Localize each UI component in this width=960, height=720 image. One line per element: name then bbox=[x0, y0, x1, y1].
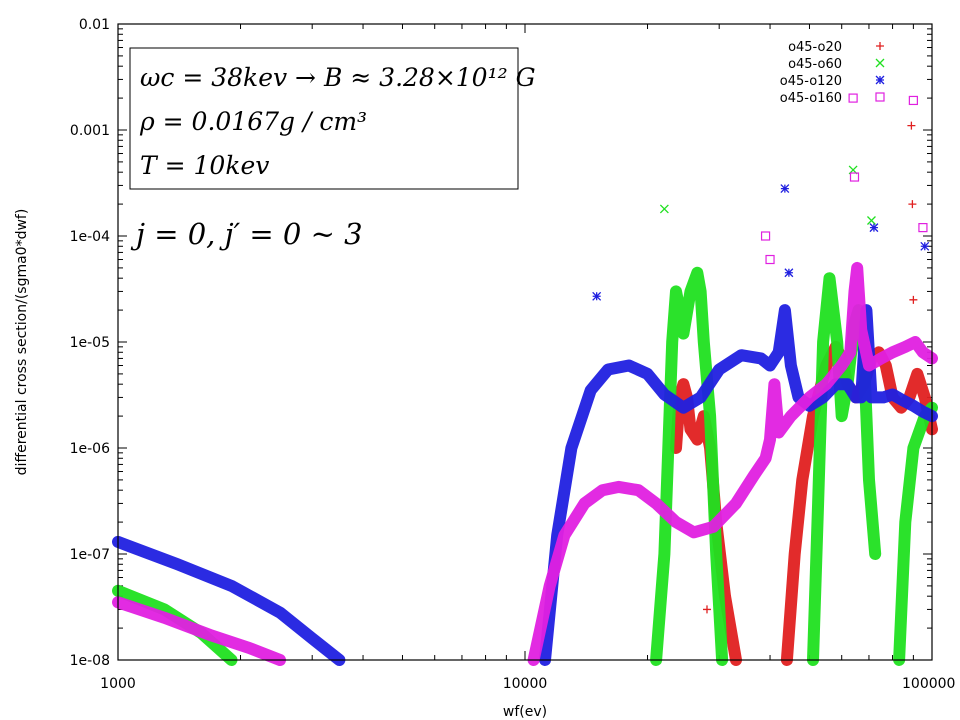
series-line bbox=[650, 266, 729, 666]
plot-frame bbox=[117, 23, 933, 661]
series-line bbox=[539, 304, 938, 666]
x-tick-label: 100000 bbox=[902, 676, 955, 692]
y-tick-label: 1e-07 bbox=[70, 547, 110, 563]
legend: o45-o20 o45-o60 o45-o120 o45-o160 bbox=[780, 40, 885, 106]
x-tick-label: 1000 bbox=[100, 676, 136, 692]
data-point bbox=[909, 295, 918, 304]
data-point bbox=[592, 291, 602, 301]
data-point bbox=[849, 172, 860, 182]
data-point bbox=[875, 92, 885, 102]
series-line bbox=[112, 596, 286, 666]
data-point bbox=[920, 241, 930, 251]
data-point bbox=[867, 216, 876, 225]
legend-label: o45-o160 bbox=[780, 91, 842, 106]
y-axis-label: differential cross section/(sgma0*dwf) bbox=[14, 209, 30, 476]
legend-label: o45-o60 bbox=[788, 57, 842, 72]
data-point bbox=[848, 93, 858, 103]
annotation-note: j = 0, j′ = 0 ~ 3 bbox=[130, 217, 363, 251]
legend-label: o45-o120 bbox=[780, 74, 842, 89]
annotation-box: ωc = 38kev → B ≈ 3.28×10¹² G ρ = 0.0167g … bbox=[129, 47, 536, 190]
data-point bbox=[875, 75, 885, 85]
data-point bbox=[784, 268, 794, 278]
data-point bbox=[702, 605, 711, 614]
series-line bbox=[112, 535, 346, 666]
y-tick-label: 1e-05 bbox=[70, 335, 110, 351]
y-tick-label: 1e-08 bbox=[70, 653, 110, 669]
annotation-line: T = 10kev bbox=[140, 151, 269, 180]
y-tick-label: 1e-04 bbox=[70, 229, 110, 245]
y-tick-label: 0.001 bbox=[70, 123, 110, 139]
data-point bbox=[907, 121, 916, 130]
data-point bbox=[869, 223, 879, 233]
plot-border bbox=[117, 23, 933, 661]
data-point bbox=[780, 184, 790, 194]
x-tick-labels: 1000 10000 100000 bbox=[100, 676, 955, 692]
data-point bbox=[760, 231, 771, 241]
series-o45-o120 bbox=[112, 184, 938, 666]
data-point bbox=[875, 58, 885, 68]
legend-label: o45-o20 bbox=[788, 40, 842, 55]
data-point bbox=[765, 254, 775, 265]
annotation-line: ωc = 38kev → B ≈ 3.28×10¹² G bbox=[140, 63, 536, 92]
annotation-line: ρ = 0.0167g / cm³ bbox=[139, 107, 367, 136]
data-point bbox=[659, 204, 669, 214]
annotation-frame bbox=[129, 47, 519, 190]
y-tick-label: 0.01 bbox=[79, 17, 110, 33]
x-axis-label: wf(ev) bbox=[503, 704, 547, 720]
series-layer bbox=[112, 93, 938, 666]
y-tick-labels: 1e-08 1e-07 1e-06 1e-05 1e-04 0.001 0.01 bbox=[70, 17, 110, 669]
data-point bbox=[918, 223, 928, 233]
series-o45-o160 bbox=[112, 93, 938, 666]
series-line bbox=[527, 261, 938, 666]
data-point bbox=[908, 95, 918, 106]
x-tick-label: 10000 bbox=[503, 676, 548, 692]
data-point bbox=[876, 42, 884, 50]
data-point bbox=[908, 200, 917, 209]
y-tick-label: 1e-06 bbox=[70, 441, 110, 457]
